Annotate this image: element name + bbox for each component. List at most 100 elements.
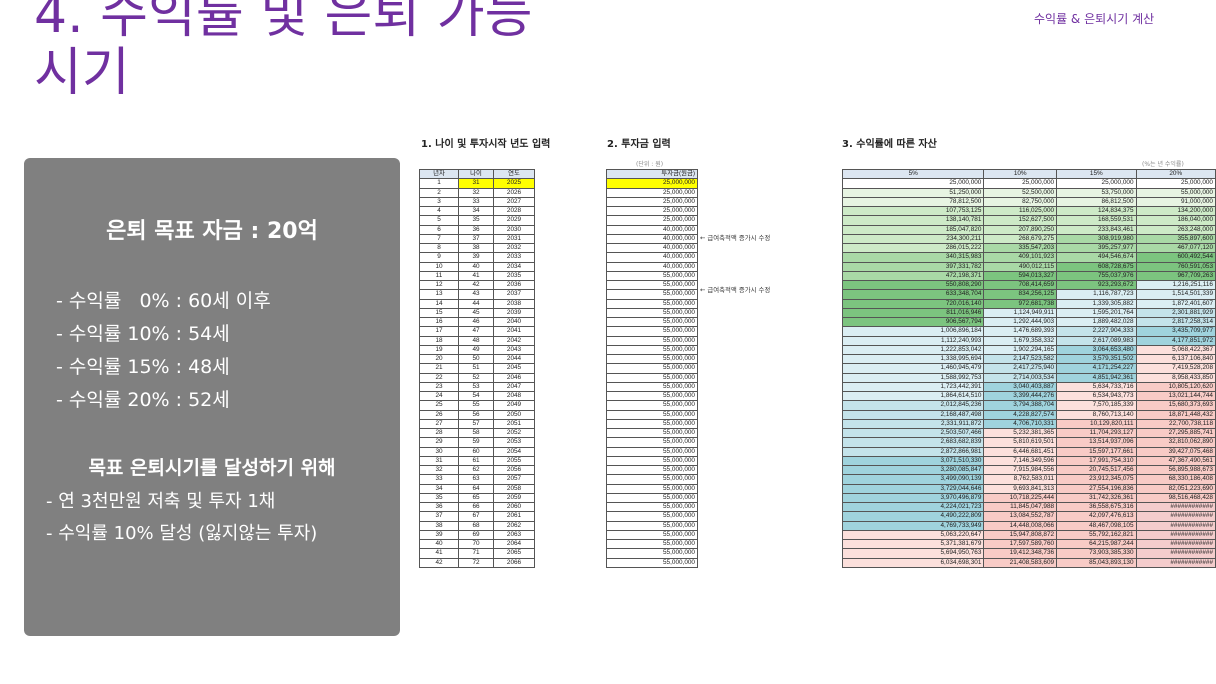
table-cell: 6,446,681,451	[983, 446, 1058, 457]
table-cell: 16	[419, 316, 459, 328]
table-cell: 46	[458, 316, 494, 328]
table-cell: 2028	[493, 205, 535, 217]
table-cell: 1,222,853,042	[841, 344, 985, 356]
table-row: 185,047,820 207,890,250 233,843,461 263,248…	[841, 224, 1216, 235]
table-cell: 2064	[493, 538, 535, 550]
table-cell: 4,769,733,949	[841, 520, 985, 531]
table-cell: 25,000,000	[606, 205, 698, 217]
table-cell: 43	[458, 289, 494, 300]
table-cell: 3,794,388,704	[983, 400, 1058, 411]
table-cell: 972,681,738	[983, 298, 1058, 309]
table-row: 2,012,845,236 3,794,388,704 7,570,185,339 1…	[841, 400, 1216, 411]
table-cell: 34	[419, 483, 459, 494]
table-cell: 1,595,201,764	[1056, 307, 1137, 319]
table-cell: 73,903,385,330	[1056, 548, 1137, 559]
table-cell: 395,257,977	[1056, 242, 1137, 254]
table-cell: 32	[458, 187, 494, 198]
table-row: 30 60 2054	[419, 446, 535, 457]
table-cell: 71	[458, 548, 494, 559]
table-cell: 234,300,211	[841, 233, 985, 245]
table-row: 41 71 2065	[419, 548, 535, 559]
table-cell: 31,742,326,361	[1056, 492, 1137, 504]
table-cell: 2061	[493, 511, 535, 522]
table-cell: 68	[458, 520, 494, 531]
table-cell: 55,000,000	[606, 474, 698, 485]
table-row: 20 50 2044	[419, 353, 535, 365]
table-cell: 138,140,781	[841, 215, 985, 226]
table-cell: 2,147,523,582	[983, 353, 1058, 365]
table-row: 55,000,000	[606, 446, 698, 457]
table-cell: 55,000,000	[606, 400, 698, 411]
table-cell: 720,016,140	[841, 298, 985, 309]
table-cell: 55,000,000	[606, 279, 698, 291]
table-cell: 4,228,827,574	[983, 409, 1058, 420]
table-cell: 44	[458, 298, 494, 309]
table-cell: 1,124,949,911	[983, 307, 1058, 319]
table-cell: 55,000,000	[606, 520, 698, 531]
table-row: 25 55 2049	[419, 400, 535, 411]
table-cell: 409,101,923	[983, 252, 1058, 263]
rate-list: - 수익률 0% : 60세 이후 - 수익률 10% : 54세 - 수익률 …	[56, 285, 271, 417]
table-cell: 5	[419, 215, 459, 226]
table-cell: 11,845,047,988	[983, 501, 1058, 513]
table-cell: 2029	[493, 215, 535, 226]
table-cell: 38	[458, 242, 494, 254]
table-cell: 3,064,653,480	[1056, 344, 1137, 356]
table-row: 6 36 2030	[419, 224, 535, 235]
table-cell: 760,591,053	[1135, 261, 1216, 272]
table-cell: 2,817,258,314	[1135, 316, 1216, 328]
header-rate-15: 15%	[1056, 168, 1137, 180]
table-cell: ############	[1135, 548, 1216, 559]
table-row: 906,567,794 1,292,444,903 1,889,482,028 2,8…	[841, 316, 1216, 328]
table-cell: 25,000,000	[606, 215, 698, 226]
table-cell: 64	[458, 483, 494, 494]
table-row: 3 33 2027	[419, 196, 535, 208]
table-cell: 5,068,422,367	[1135, 344, 1216, 356]
table-row: 23 53 2047	[419, 381, 535, 393]
table-cell: 3,071,510,330	[841, 455, 985, 467]
table-row: 22 52 2046	[419, 372, 535, 383]
salary-note: ← 급여축적액 증가시 수정	[700, 286, 771, 294]
table-cell: 55,000,000	[606, 427, 698, 439]
table-cell: 1,216,251,116	[1135, 279, 1216, 291]
table-cell: 1,476,689,393	[983, 326, 1058, 337]
table-row: 2,683,682,839 5,810,619,501 13,514,937,096…	[841, 437, 1216, 448]
rate-item: - 수익률 20% : 52세	[56, 389, 230, 411]
table-cell: 23,912,345,075	[1056, 474, 1137, 485]
table-cell: 4	[419, 205, 459, 217]
table-cell: 2047	[493, 381, 535, 393]
page-title-line2: 시기	[34, 43, 130, 103]
table-cell: 55,000,000	[606, 335, 698, 346]
header-rate-20: 20%	[1135, 168, 1216, 180]
table-cell: 50	[458, 353, 494, 365]
table-cell: 30	[419, 446, 459, 457]
table-cell: 25,000,000	[606, 187, 698, 198]
table-cell: 834,256,125	[983, 289, 1058, 300]
table-cell: 27,295,885,741	[1135, 427, 1216, 439]
rate-item: - 수익률 10% : 54세	[56, 323, 230, 345]
table-row: 55,000,000	[606, 372, 698, 383]
table-cell: 48	[458, 335, 494, 346]
table-cell: 65	[458, 492, 494, 504]
table-cell: 2055	[493, 455, 535, 467]
table-cell: 53,750,000	[1056, 187, 1137, 198]
table-cell: 41	[458, 270, 494, 282]
table-cell: 82,051,223,690	[1135, 483, 1216, 494]
header-year: 연도	[493, 168, 535, 180]
table-cell: 51	[458, 363, 494, 374]
table-cell: 56,895,988,673	[1135, 464, 1216, 476]
table-row: 1 31 2025	[419, 178, 535, 189]
table-row: 55,000,000	[606, 335, 698, 346]
table-cell: 7,146,349,596	[983, 455, 1058, 467]
table-row: 2,872,866,981 6,446,681,451 15,597,177,661…	[841, 446, 1216, 457]
table-cell: 5,371,381,679	[841, 538, 985, 550]
table-row: 25,000,000	[606, 178, 698, 189]
table-cell: 15,947,808,872	[983, 529, 1058, 541]
table-row: 720,016,140 972,681,738 1,339,305,882 1,872…	[841, 298, 1216, 309]
table-cell: 6,534,943,773	[1056, 390, 1137, 402]
table-row: 25,000,000	[606, 205, 698, 217]
table-cell: 4,224,021,723	[841, 501, 985, 513]
investment-table: 투자금(원금) 25,000,000 25,000,000 25,000,000 25…	[606, 168, 698, 568]
table-cell: 107,753,125	[841, 205, 985, 217]
table-cell: 2062	[493, 520, 535, 531]
